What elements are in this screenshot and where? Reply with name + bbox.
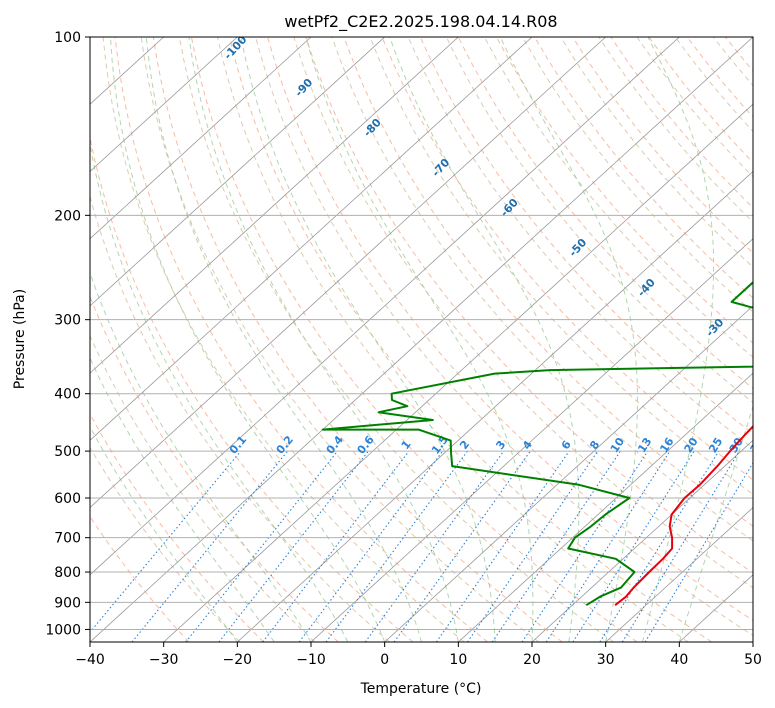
x-tick-label: 10 (449, 652, 467, 668)
mixing-ratio-line (467, 450, 599, 642)
moist-adiabat (678, 404, 753, 642)
isotherm-line (90, 37, 606, 509)
x-tick-label: 40 (670, 652, 688, 668)
mixing-ratio-line (393, 450, 531, 642)
isotherm-line (605, 507, 753, 642)
moist-adiabat (145, 37, 422, 642)
theta-line (90, 446, 241, 642)
y-tick-label: 100 (54, 30, 81, 46)
y-tick-label: 400 (54, 387, 81, 403)
moist-adiabat (90, 141, 349, 642)
dry-adiabat (90, 295, 339, 642)
x-tick-label: −20 (223, 652, 253, 668)
y-tick-label: 700 (54, 531, 81, 547)
mixing-ratio-line (621, 450, 740, 642)
theta-line (445, 37, 753, 404)
y-axis-label: Pressure (hPa) (12, 289, 28, 389)
x-tick-label: 30 (597, 652, 615, 668)
plot-frame (89, 36, 754, 643)
x-tick-label: −10 (296, 652, 326, 668)
dry-adiabat (495, 37, 753, 344)
theta-lines (90, 37, 753, 642)
theta-line (102, 37, 465, 642)
isotherm-line (90, 37, 680, 576)
dry-adiabat (343, 37, 753, 527)
y-tick-label: 300 (54, 313, 81, 329)
theta-line (90, 334, 316, 642)
dry-adiabat (90, 412, 264, 642)
moist-adiabat (305, 37, 534, 642)
x-tick-label: −40 (75, 652, 105, 668)
theta-line (331, 37, 753, 542)
x-tick-label: 50 (744, 652, 762, 668)
moist-adiabat (90, 425, 238, 642)
mixing-ratio-line (90, 450, 242, 634)
y-tick-label: 600 (54, 491, 81, 507)
moist-adiabat (389, 37, 580, 642)
dry-adiabat (457, 37, 753, 389)
chart-title: wetPf2_C2E2.2025.198.04.14.R08 (284, 12, 557, 32)
mixing-ratio-line (644, 461, 753, 642)
isotherm-line (163, 103, 753, 642)
mixing-ratio-line (599, 450, 720, 642)
mixing-ratio-line (218, 450, 369, 642)
dewpoint-line (321, 281, 753, 607)
y-tick-label: 1000 (45, 622, 81, 638)
y-tick-label: 200 (54, 208, 81, 224)
isotherm-line (90, 37, 385, 307)
theta-line (407, 37, 753, 449)
dry-adiabat (305, 37, 753, 574)
isotherm-line (384, 305, 753, 642)
pressure-gridlines (90, 37, 753, 630)
temperature-line (614, 425, 753, 606)
theta-line (217, 37, 689, 642)
dry-adiabat (229, 37, 712, 642)
y-tick-label: 500 (54, 444, 81, 460)
theta-line (369, 37, 753, 495)
dry-adiabat (90, 515, 190, 642)
dry-adiabat (267, 37, 753, 622)
dry-adiabat (152, 37, 563, 642)
dry-adiabats (90, 37, 753, 642)
theta-line (140, 37, 540, 642)
x-axis-label: Temperature (°C) (360, 681, 482, 697)
mixing-ratio-line (572, 450, 695, 642)
moist-adiabat (90, 356, 275, 642)
moist-adiabat (110, 37, 386, 642)
x-axis-ticks: −40 −30 −20 −10 0 10 20 30 40 50 (75, 642, 762, 668)
y-axis-ticks: 100 200 300 400 500 600 700 800 900 1000 (45, 30, 90, 638)
isotherms (90, 37, 753, 642)
mixing-ratio-line (262, 450, 410, 642)
y-tick-label: 800 (54, 565, 81, 581)
isotherm-line (310, 238, 753, 642)
dry-adiabat (190, 37, 638, 642)
moist-adiabat (499, 37, 638, 642)
sounding-series (321, 281, 753, 607)
mixing-ratio-line (435, 450, 570, 642)
mixing-ratio-line (364, 450, 505, 642)
isotherm-line (90, 37, 238, 172)
y-tick-label: 900 (54, 595, 81, 611)
mixing-ratio-line (131, 450, 289, 642)
mixing-ratio-line (185, 450, 339, 642)
dry-adiabat (114, 37, 488, 642)
plot-area: -100-90-80-70-60-50-40-30-20-10010203040… (90, 37, 767, 642)
isotherm-line (531, 439, 753, 642)
x-tick-label: 20 (523, 652, 541, 668)
theta-line (255, 37, 753, 637)
isotherm-line (458, 372, 753, 642)
x-tick-label: −30 (149, 652, 179, 668)
moist-adiabat (188, 37, 459, 642)
isotherm-line (90, 37, 312, 240)
moist-adiabat (90, 271, 312, 642)
isotherm-line (90, 37, 533, 441)
x-tick-label: 0 (380, 652, 389, 668)
mixing-ratio-lines (90, 450, 753, 642)
mixing-ratio-label: 36 (748, 435, 767, 455)
isotherm-line (237, 170, 753, 642)
isotherm-line (90, 37, 753, 642)
isotherm-line (90, 37, 459, 374)
